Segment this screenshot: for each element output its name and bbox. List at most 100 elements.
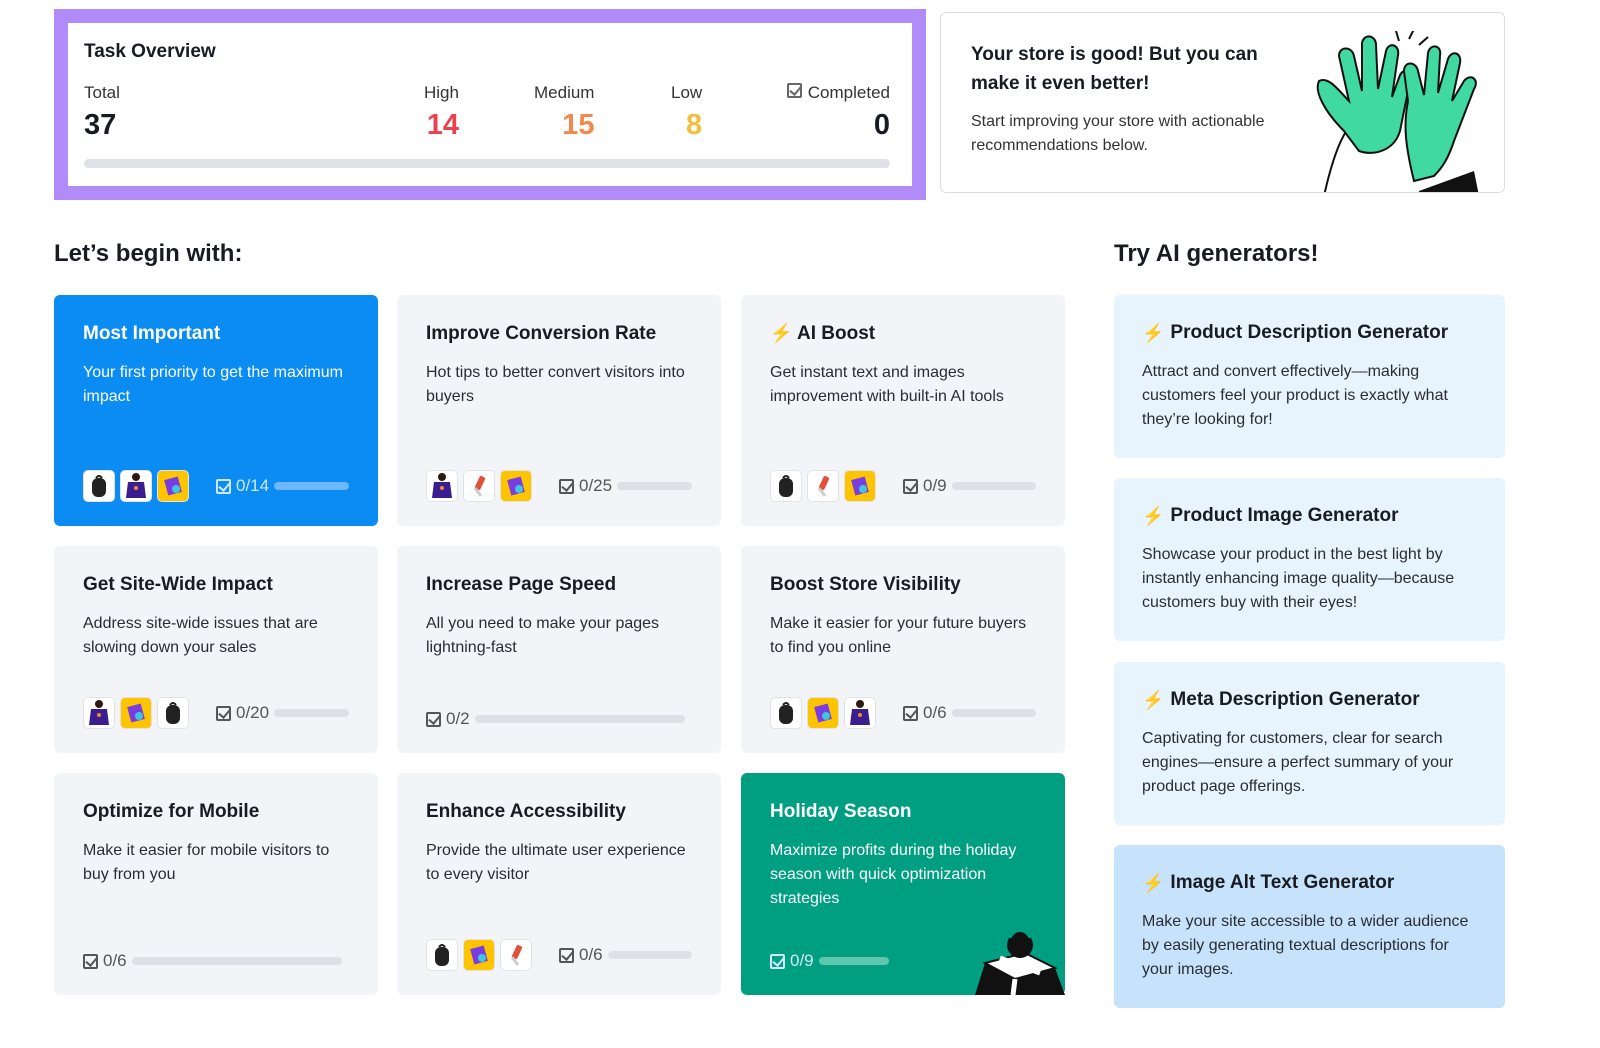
progress-bar xyxy=(607,951,692,959)
ai-card-description: Make your site accessible to a wider aud… xyxy=(1142,913,1469,978)
progress-count: 0/9 xyxy=(790,951,814,970)
card-description: All you need to make your pages lightnin… xyxy=(426,615,660,656)
stat-total: Total 37 xyxy=(84,83,120,142)
card-title-text: Boost Store Visibility xyxy=(770,574,961,595)
stat-value: 15 xyxy=(562,109,595,141)
card-description: Get instant text and images improvement … xyxy=(770,364,1004,405)
card-enhance-accessibility[interactable]: Enhance Accessibility Provide the ultima… xyxy=(397,773,721,995)
checkbox-icon xyxy=(216,478,231,494)
card-title-text: Enhance Accessibility xyxy=(426,801,626,822)
cards-thumbnail-icon xyxy=(120,697,152,729)
begin-section-title: Let’s begin with: xyxy=(54,240,243,267)
cards-thumbnail-icon xyxy=(463,939,495,971)
card-footer: 0/25 xyxy=(426,470,692,502)
card-holiday-season[interactable]: Holiday Season Maximize profits during t… xyxy=(741,773,1065,995)
checkbox-icon xyxy=(559,947,574,963)
backpack-thumbnail-icon xyxy=(83,470,115,502)
card-footer: 0/6 xyxy=(770,697,1036,729)
ai-card-title: ⚡ Product Description Generator xyxy=(1142,322,1477,344)
checkbox-icon xyxy=(559,478,574,494)
cards-thumbnail-icon xyxy=(807,697,839,729)
card-footer: 0/9 xyxy=(770,951,1036,971)
stat-completed: Completed 0 xyxy=(786,83,890,142)
progress-bar xyxy=(474,715,685,723)
cards-thumbnail-icon xyxy=(157,470,189,502)
completed-label: Completed xyxy=(807,83,890,102)
product-thumbnails xyxy=(770,470,876,502)
progress-count: 0/6 xyxy=(923,703,947,722)
task-overview-panel: Task Overview Total 37 High 14 Medium 15 Lo… xyxy=(54,9,926,200)
progress-bar xyxy=(274,709,349,717)
card-title-text: Improve Conversion Rate xyxy=(426,323,657,344)
bottle-thumbnail-icon xyxy=(500,939,532,971)
sweater-thumbnail-icon xyxy=(83,697,115,729)
stat-label: Low xyxy=(671,83,703,102)
product-thumbnails xyxy=(426,470,532,502)
progress-bar xyxy=(131,957,342,965)
progress-bar xyxy=(951,709,1036,717)
card-improve-conversion-rate[interactable]: Improve Conversion Rate Hot tips to bett… xyxy=(397,295,721,526)
task-overview-title: Task Overview xyxy=(84,41,216,62)
progress-bar xyxy=(951,482,1036,490)
lightning-icon: ⚡ xyxy=(1142,322,1165,343)
overview-progress-bar xyxy=(84,159,890,168)
card-get-site-wide-impact[interactable]: Get Site-Wide Impact Address site-wide i… xyxy=(54,546,378,753)
lightning-icon: ⚡ xyxy=(1142,689,1165,710)
stat-value: 0 xyxy=(873,109,890,141)
product-thumbnails xyxy=(426,939,532,971)
card-progress: 0/25 xyxy=(559,476,692,496)
backpack-thumbnail-icon xyxy=(770,697,802,729)
card-description: Maximize profits during the holiday seas… xyxy=(770,842,1017,907)
card-progress: 0/20 xyxy=(216,703,349,723)
product-thumbnails xyxy=(83,470,189,502)
card-title-text: Holiday Season xyxy=(770,801,912,822)
ai-generator-image-alt-text-generator[interactable]: ⚡ Image Alt Text Generator Make your site … xyxy=(1114,845,1505,1008)
card-title-text: Most Important xyxy=(83,323,221,344)
card-progress: 0/14 xyxy=(216,476,349,496)
card-title-text: Get Site-Wide Impact xyxy=(83,574,273,595)
ai-card-title: ⚡ Image Alt Text Generator xyxy=(1142,872,1477,894)
stat-label: Completed xyxy=(786,83,890,103)
card-optimize-for-mobile[interactable]: Optimize for Mobile Make it easier for m… xyxy=(54,773,378,995)
ai-generator-meta-description-generator[interactable]: ⚡ Meta Description Generator Captivating f… xyxy=(1114,662,1505,825)
promo-banner: Your store is good! But you can make it … xyxy=(940,12,1505,193)
lightning-icon: ⚡ xyxy=(1142,505,1165,526)
progress-count: 0/9 xyxy=(923,476,947,495)
ai-card-description: Attract and convert effectively—making c… xyxy=(1142,363,1448,428)
card-increase-page-speed[interactable]: Increase Page Speed All you need to make… xyxy=(397,546,721,753)
lightning-icon: ⚡ xyxy=(770,323,793,343)
stat-label: High xyxy=(424,83,459,102)
card-description: Make it easier for your future buyers to… xyxy=(770,615,1027,656)
progress-count: 0/25 xyxy=(579,476,613,495)
card-ai-boost[interactable]: ⚡ AI Boost Get instant text and images i… xyxy=(741,295,1065,526)
card-title: Increase Page Speed xyxy=(426,574,692,596)
checkbox-icon xyxy=(426,711,441,727)
promo-text: Start improving your store with actionab… xyxy=(971,113,1265,154)
lightning-icon: ⚡ xyxy=(1142,872,1165,893)
stat-label: Medium xyxy=(534,83,595,102)
sweater-thumbnail-icon xyxy=(844,697,876,729)
sweater-thumbnail-icon xyxy=(426,470,458,502)
checkbox-icon xyxy=(83,953,98,969)
card-title-text: AI Boost xyxy=(797,323,876,344)
progress-bar xyxy=(818,957,889,965)
card-progress: 0/6 xyxy=(903,703,1036,723)
progress-count: 0/2 xyxy=(446,709,470,728)
card-progress: 0/6 xyxy=(559,945,692,965)
ai-generator-product-description-generator[interactable]: ⚡ Product Description Generator Attract an… xyxy=(1114,295,1505,458)
card-footer: 0/14 xyxy=(83,470,349,502)
ai-generator-product-image-generator[interactable]: ⚡ Product Image Generator Showcase your pr… xyxy=(1114,478,1505,641)
card-boost-store-visibility[interactable]: Boost Store Visibility Make it easier fo… xyxy=(741,546,1065,753)
ai-card-description: Captivating for customers, clear for sea… xyxy=(1142,730,1454,795)
ai-card-title: ⚡ Product Image Generator xyxy=(1142,505,1477,527)
product-thumbnails xyxy=(770,697,876,729)
progress-bar xyxy=(274,482,349,490)
card-footer: 0/20 xyxy=(83,697,349,729)
card-title-text: Increase Page Speed xyxy=(426,574,617,595)
card-most-important[interactable]: Most Important Your first priority to ge… xyxy=(54,295,378,526)
backpack-thumbnail-icon xyxy=(770,470,802,502)
card-footer: 0/6 xyxy=(83,951,349,971)
progress-bar xyxy=(617,482,692,490)
card-title: Boost Store Visibility xyxy=(770,574,1036,596)
checkbox-icon xyxy=(770,953,785,969)
